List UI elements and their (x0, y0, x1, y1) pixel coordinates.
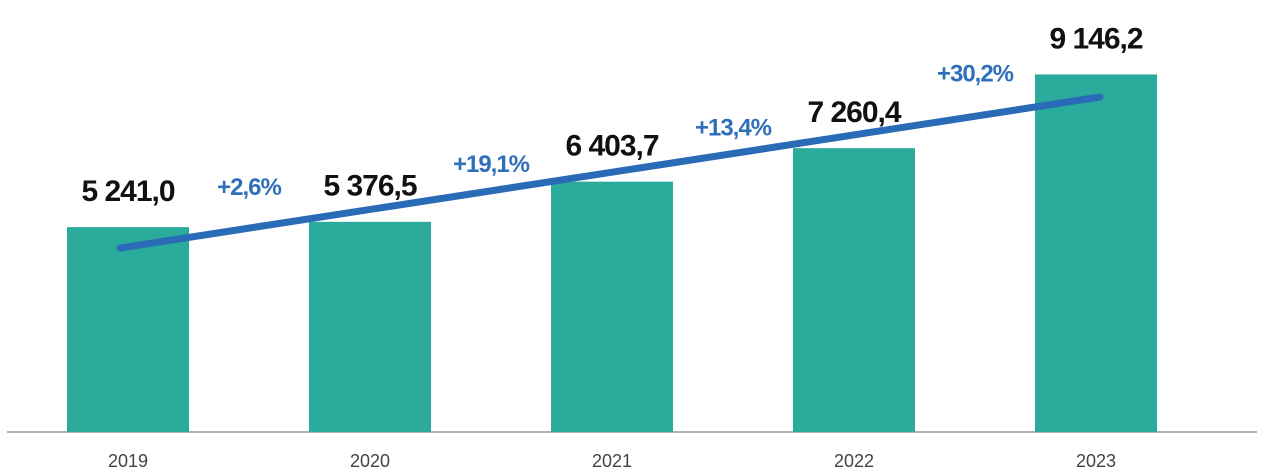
growth-label: +30,2% (937, 61, 1014, 88)
bar (793, 148, 915, 432)
bar (309, 221, 431, 432)
growth-label: +2,6% (217, 174, 281, 201)
value-label: 6 403,7 (565, 130, 658, 163)
bar (67, 227, 189, 432)
x-tick-label: 2022 (834, 451, 874, 471)
growth-label: +13,4% (695, 114, 772, 141)
x-tick-label: 2023 (1076, 451, 1116, 471)
trend-line (116, 93, 1104, 252)
growth-label: +19,1% (453, 151, 530, 178)
value-label: 9 146,2 (1049, 22, 1142, 55)
value-label: 5 376,5 (323, 170, 416, 203)
value-label: 7 260,4 (807, 96, 901, 129)
x-tick-label: 2020 (350, 451, 390, 471)
bar (1035, 74, 1157, 432)
bar (551, 181, 673, 432)
x-tick-label: 2021 (592, 451, 632, 471)
value-label: 5 241,0 (81, 175, 174, 208)
x-tick-label: 2019 (108, 451, 148, 471)
